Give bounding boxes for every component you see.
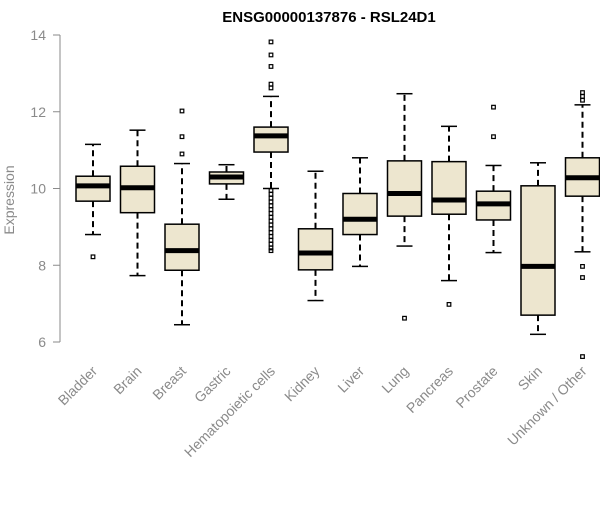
outlier-point [90, 254, 96, 260]
y-tick-label: 12 [30, 104, 46, 120]
outlier-point [268, 199, 274, 205]
iqr-box [431, 160, 467, 215]
outlier-point [268, 39, 274, 45]
box-bladder [75, 143, 111, 260]
box-breast [164, 108, 200, 326]
outlier-point [268, 218, 274, 224]
box-liver [342, 157, 378, 268]
outlier-point [268, 207, 274, 213]
box-kidney [297, 170, 334, 302]
outlier-point [580, 264, 585, 269]
y-tick-label: 6 [38, 334, 46, 350]
x-tick-label: Pancreas [403, 363, 456, 416]
x-tick-label: Skin [515, 363, 546, 394]
y-axis-label: Expression [1, 165, 17, 234]
outlier-point [580, 90, 585, 95]
chart-title: ENSG00000137876 - RSL24D1 [222, 9, 435, 26]
outlier-point [268, 188, 274, 193]
outlier-point [268, 191, 274, 197]
x-tick-label: Gastric [191, 363, 234, 406]
x-tick-label: Kidney [281, 363, 323, 405]
box-hematopoietic-cells [253, 39, 289, 254]
outlier-point [580, 354, 585, 359]
iqr-box [386, 160, 423, 217]
outlier-point [179, 134, 185, 140]
outlier-point [179, 108, 185, 114]
outlier-point [179, 151, 185, 157]
outlier-point [580, 275, 585, 280]
outlier-point [580, 97, 585, 103]
outlier-point [268, 211, 274, 216]
y-tick-label: 14 [30, 27, 46, 43]
iqr-box [75, 175, 111, 202]
box-skin [520, 162, 556, 336]
box-brain [119, 129, 156, 277]
outlier-point [268, 81, 274, 87]
outlier-point [268, 85, 274, 91]
outlier-point [268, 203, 274, 209]
outlier-point [268, 230, 274, 236]
x-tick-label: Lung [378, 363, 411, 396]
y-axis: 6 8 10 12 14 [30, 27, 61, 350]
x-tick-label: Brain [110, 363, 144, 397]
box-group [75, 39, 600, 359]
outlier-point [268, 248, 274, 254]
x-tick-label: Unknown / Other [504, 363, 590, 449]
x-tick-label: Breast [149, 363, 189, 403]
box-unknown-other [564, 90, 600, 359]
outlier-point [491, 134, 496, 140]
box-lung [386, 92, 423, 321]
outlier-point [491, 104, 496, 110]
outlier-point [268, 195, 274, 201]
outlier-point [402, 315, 407, 321]
outlier-point [268, 245, 274, 251]
iqr-box [342, 192, 378, 236]
outlier-point [268, 226, 274, 232]
outlier-point [268, 64, 274, 69]
iqr-box [520, 185, 556, 316]
iqr-box [164, 223, 200, 271]
outlier-point [268, 222, 274, 228]
outlier-point [268, 52, 274, 58]
x-tick-label: Bladder [55, 363, 101, 409]
y-tick-label: 8 [38, 257, 46, 273]
y-tick-label: 10 [30, 181, 46, 197]
box-gastric [208, 163, 245, 200]
outlier-point [268, 237, 274, 243]
x-tick-label: Prostate [452, 363, 500, 411]
outlier-point [268, 214, 274, 220]
box-pancreas [431, 125, 467, 307]
outlier-point [268, 234, 274, 239]
iqr-box [253, 126, 289, 153]
outlier-point [446, 301, 452, 307]
outlier-point [580, 93, 585, 99]
box-prostate [475, 104, 512, 254]
iqr-box [297, 228, 334, 271]
x-tick-label: Liver [334, 363, 367, 396]
outlier-point [268, 241, 274, 247]
